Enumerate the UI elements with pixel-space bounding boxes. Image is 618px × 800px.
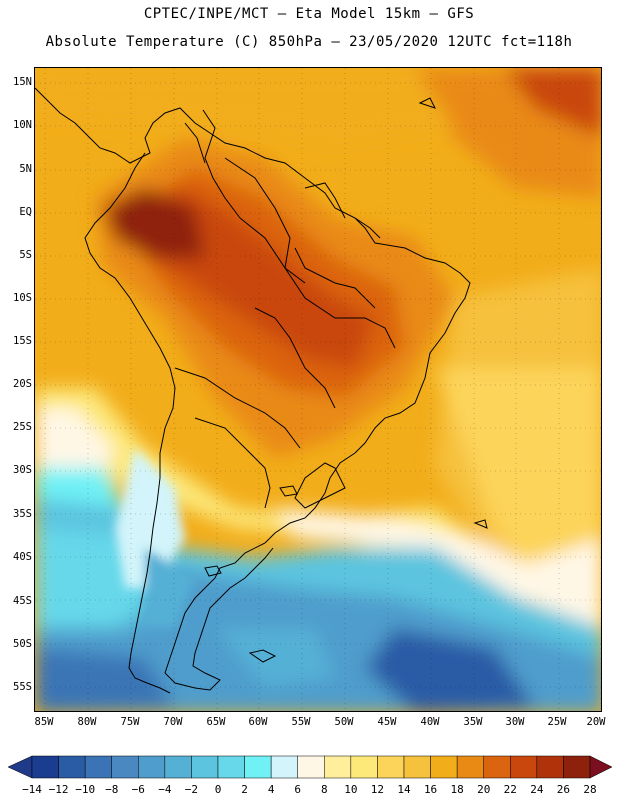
colorbar-tick-label: 16 [423,783,438,796]
colorbar-swatch [483,755,511,779]
lon-label: 65W [206,716,226,728]
lon-label: 35W [463,716,483,728]
lat-label: 10N [13,119,32,131]
colorbar-tick-label: −4 [158,783,172,796]
colorbar [7,755,613,779]
colorbar-tick-label: 10 [344,783,358,796]
colorbar-tick-label: 0 [214,783,222,796]
colorbar-tick-label: 4 [267,783,275,796]
lon-label: 30W [505,716,525,728]
lon-label: 20W [586,716,606,728]
colorbar-swatch [430,755,458,779]
colorbar-swatch [138,755,166,779]
cold-tongue [115,448,195,628]
colorbar-swatch [510,755,538,779]
colorbar-tick-label: 18 [450,783,464,796]
colorbar-tick-label: −12 [48,783,69,796]
colorbar-tick-label: 20 [477,783,491,796]
colorbar-swatch [191,755,219,779]
colorbar-swatch [324,755,352,779]
lat-label: 15S [13,335,32,347]
temperature-field [35,68,601,711]
colorbar-tick-label: 28 [583,783,597,796]
lat-label: 50S [13,638,32,650]
map-canvas [35,68,601,711]
lat-label: EQ [19,206,32,218]
lon-label: 45W [377,716,397,728]
title-line-1: CPTEC/INPE/MCT – Eta Model 15km – GFS [143,6,475,22]
lat-label: 55S [13,681,32,693]
colorbar-swatch [58,755,86,779]
lat-label: 45S [13,595,32,607]
colorbar-tick-label: 24 [530,783,544,796]
colorbar-tick-label: −6 [131,783,145,796]
colorbar-swatch [84,755,112,779]
lon-label: 60W [248,716,268,728]
colorbar-swatch [164,755,192,779]
lon-label: 80W [77,716,97,728]
lon-label: 55W [291,716,311,728]
lat-label: 20S [13,378,32,390]
colorbar-under-triangle [7,755,33,779]
colorbar-tick-label: 14 [397,783,411,796]
colorbar-swatch [536,755,564,779]
colorbar-over-triangle [589,755,613,779]
colorbar-swatch [31,755,59,779]
lat-label: 30S [13,464,32,476]
lat-label: 15N [13,76,32,88]
title-line-2: Absolute Temperature (C) 850hPa – 23/05/… [45,34,573,50]
colorbar-swatch [297,755,325,779]
lon-label: 50W [334,716,354,728]
lon-label: 70W [163,716,183,728]
lat-label: 40S [13,551,32,563]
lat-label: 10S [13,292,32,304]
lat-label: 25S [13,421,32,433]
colorbar-swatch [270,755,298,779]
lat-label: 5N [19,163,32,175]
lat-label: 35S [13,508,32,520]
lakes-islands [204,97,488,663]
colorbar-swatch [217,755,245,779]
colorbar-tick-label: 12 [370,783,385,796]
colorbar-tick-label: 26 [556,783,571,796]
lon-label: 75W [120,716,140,728]
colorbar-tick-label: −14 [22,783,42,796]
colorbar-swatch [244,755,272,779]
colorbar-swatch [350,755,378,779]
colorbar-tick-label: 22 [503,783,517,796]
lon-label: 85W [34,716,54,728]
lat-label: 5S [19,249,32,261]
colorbar-tick-label: 2 [241,783,248,796]
colorbar-tick-label: −2 [184,783,199,796]
colorbar-tick-label: 8 [320,783,328,796]
colorbar-swatch [377,755,405,779]
colorbar-swatch [403,755,431,779]
colorbar-tick-label: −10 [75,783,96,796]
lon-label: 25W [547,716,567,728]
lon-label: 40W [420,716,440,728]
colorbar-swatch [563,755,591,779]
coastlines [35,87,471,694]
colorbar-swatch [456,755,484,779]
temperature-map[interactable] [34,67,602,712]
colorbar-tick-label: −8 [105,783,119,796]
colorbar-tick-label: 6 [294,783,302,796]
colorbar-swatch [111,755,139,779]
